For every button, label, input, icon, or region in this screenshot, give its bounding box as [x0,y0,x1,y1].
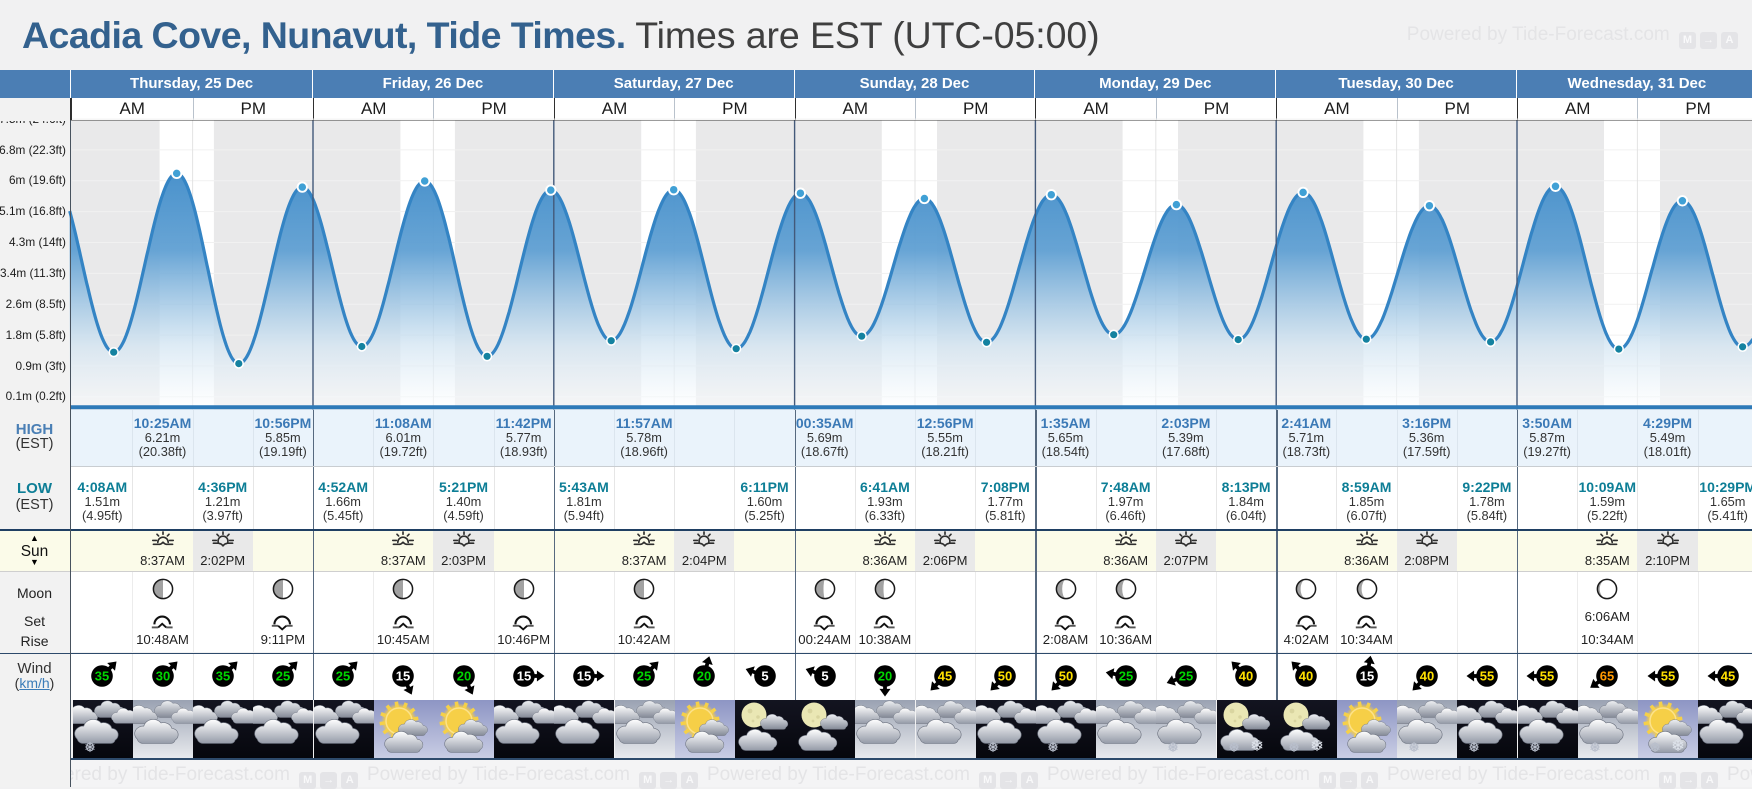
svg-text:55: 55 [1660,668,1674,683]
svg-text:35: 35 [95,668,109,683]
svg-text:5: 5 [761,668,768,683]
svg-text:15: 15 [1359,668,1373,683]
svg-text:15: 15 [577,668,591,683]
svg-text:40: 40 [1419,668,1433,683]
svg-text:55: 55 [1540,668,1554,683]
svg-text:35: 35 [215,668,229,683]
svg-text:25: 25 [637,668,651,683]
svg-text:45: 45 [938,668,952,683]
svg-text:15: 15 [516,668,530,683]
svg-text:50: 50 [998,668,1012,683]
svg-text:25: 25 [1179,668,1193,683]
svg-text:20: 20 [697,668,711,683]
svg-text:50: 50 [1058,668,1072,683]
svg-text:55: 55 [1480,668,1494,683]
svg-text:65: 65 [1600,668,1614,683]
svg-text:25: 25 [336,668,350,683]
svg-text:40: 40 [1299,668,1313,683]
svg-text:15: 15 [396,668,410,683]
svg-text:25: 25 [276,668,290,683]
svg-text:45: 45 [1720,668,1734,683]
svg-text:40: 40 [1239,668,1253,683]
svg-text:5: 5 [821,668,828,683]
svg-text:30: 30 [155,668,169,683]
svg-text:20: 20 [456,668,470,683]
svg-text:20: 20 [878,668,892,683]
svg-text:25: 25 [1118,668,1132,683]
